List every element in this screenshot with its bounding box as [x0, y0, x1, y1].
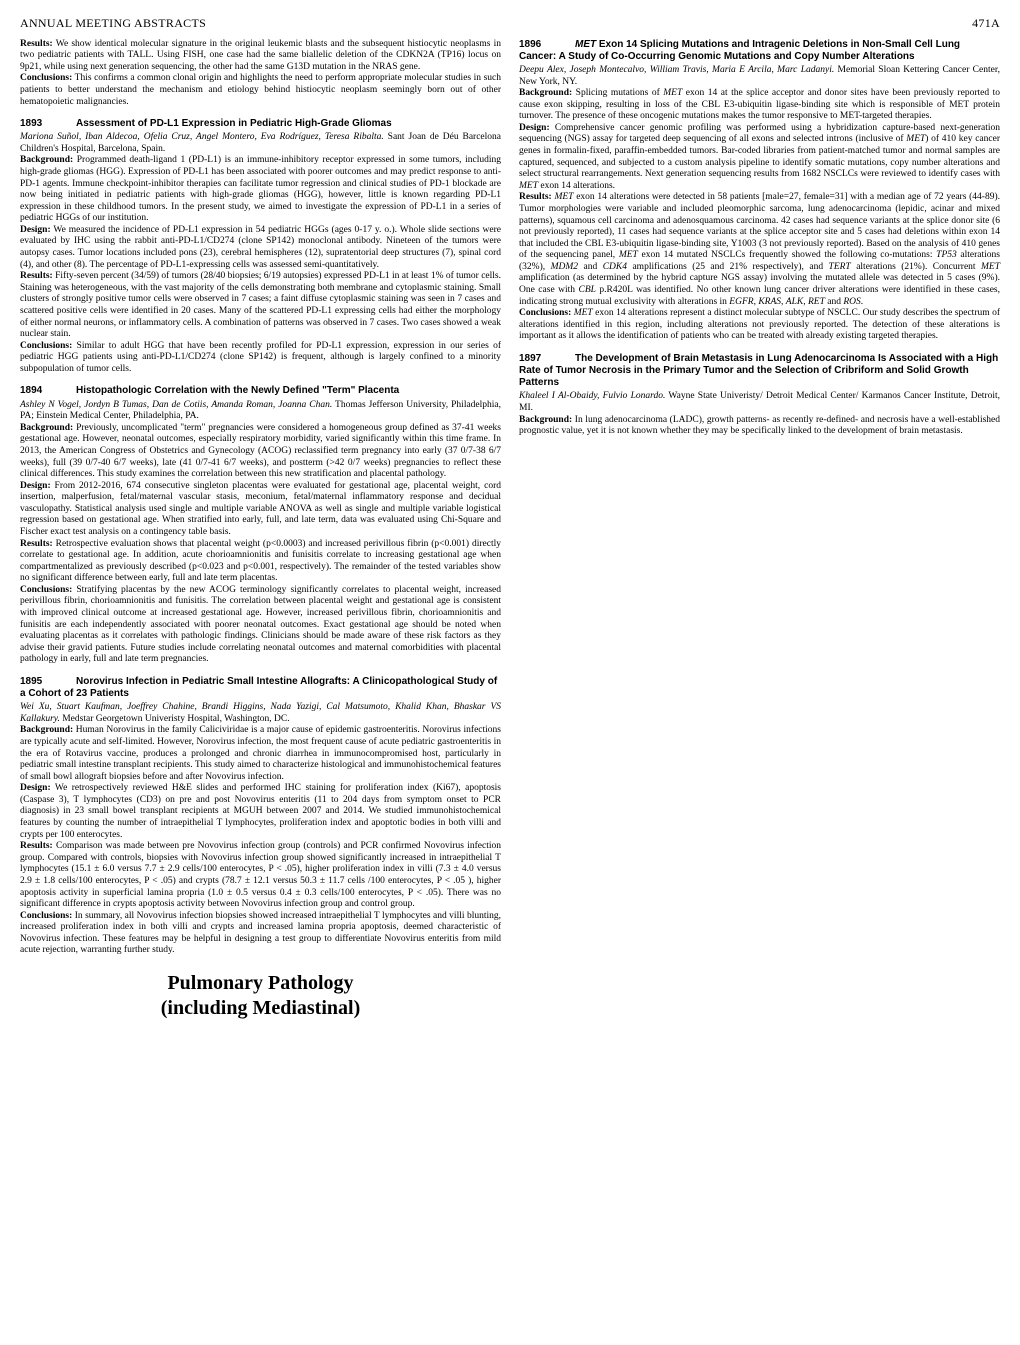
paragraph-lead: Design:: [20, 783, 51, 793]
paragraph-text: We retrospectively reviewed H&E slides a…: [20, 783, 501, 839]
abstract-authors: Deepu Alex, Joseph Montecalvo, William T…: [519, 65, 834, 75]
paragraph-text: We measured the incidence of PD-L1 expre…: [20, 225, 501, 270]
paragraph-lead: Design:: [20, 481, 51, 491]
abstract-authors-line: Deepu Alex, Joseph Montecalvo, William T…: [519, 65, 1000, 88]
abstract-paragraph: Conclusions: This confirms a common clon…: [20, 73, 501, 108]
paragraph-text: MET exon 14 alterations represent a dist…: [519, 308, 1000, 341]
paragraph-text: MET exon 14 alterations were detected in…: [519, 192, 1000, 306]
abstract-paragraph: Background: In lung adenocarcinoma (LADC…: [519, 415, 1000, 438]
abstract-title-text: MET Exon 14 Splicing Mutations and Intra…: [519, 39, 960, 62]
abstract-paragraph: Results: MET exon 14 alterations were de…: [519, 192, 1000, 308]
paragraph-text: Comparison was made between pre Novoviru…: [20, 841, 501, 909]
abstract-paragraph: Background: Programmed death-ligand 1 (P…: [20, 155, 501, 224]
paragraph-lead: Background:: [519, 88, 572, 98]
abstract-authors-line: Ashley N Vogel, Jordyn B Tumas, Dan de C…: [20, 400, 501, 423]
abstract-title: 1896MET Exon 14 Splicing Mutations and I…: [519, 39, 1000, 63]
abstract-title-text: The Development of Brain Metastasis in L…: [519, 353, 998, 388]
abstract-paragraph: Results: Comparison was made between pre…: [20, 841, 501, 910]
paragraph-text: We show identical molecular signature in…: [20, 39, 501, 72]
abstract-number: 1897: [519, 353, 575, 365]
page-header: ANNUAL MEETING ABSTRACTS 471A: [20, 16, 1000, 31]
abstract-paragraph: Design: We measured the incidence of PD-…: [20, 225, 501, 271]
section-heading: Pulmonary Pathology(including Mediastina…: [20, 971, 501, 1021]
abstract-number: 1896: [519, 39, 575, 51]
abstract: 1897The Development of Brain Metastasis …: [519, 353, 1000, 438]
abstract: 1893Assessment of PD-L1 Expression in Pe…: [20, 118, 501, 375]
abstract-number: 1894: [20, 385, 76, 397]
abstract-authors: Mariona Suñol, Iban Aldecoa, Ofelia Cruz…: [20, 132, 384, 142]
paragraph-lead: Results:: [519, 192, 552, 202]
abstract-paragraph: Conclusions: In summary, all Novovirus i…: [20, 911, 501, 957]
paragraph-lead: Results:: [20, 539, 53, 549]
abstract-authors-line: Mariona Suñol, Iban Aldecoa, Ofelia Cruz…: [20, 132, 501, 155]
header-right: 471A: [972, 16, 1000, 31]
abstract-paragraph: Conclusions: MET exon 14 alterations rep…: [519, 308, 1000, 343]
paragraph-text: Similar to adult HGG that have been rece…: [20, 341, 501, 374]
paragraph-lead: Background:: [519, 415, 572, 425]
abstract-authors: Ashley N Vogel, Jordyn B Tumas, Dan de C…: [20, 400, 332, 410]
paragraph-lead: Conclusions:: [519, 308, 571, 318]
paragraph-lead: Background:: [20, 423, 73, 433]
abstract-authors-line: Wei Xu, Stuart Kaufman, Joeffrey Chahine…: [20, 702, 501, 725]
abstract-number: 1893: [20, 118, 76, 130]
abstract: 1895Norovirus Infection in Pediatric Sma…: [20, 676, 501, 957]
paragraph-lead: Design:: [20, 225, 51, 235]
abstract-title: 1895Norovirus Infection in Pediatric Sma…: [20, 676, 501, 700]
paragraph-text: Previously, uncomplicated "term" pregnan…: [20, 423, 501, 479]
paragraph-text: In summary, all Novovirus infection biop…: [20, 911, 501, 956]
abstract-title: 1897The Development of Brain Metastasis …: [519, 353, 1000, 390]
abstract-paragraph: Background: Splicing mutations of MET ex…: [519, 88, 1000, 123]
abstract-paragraph: Results: We show identical molecular sig…: [20, 39, 501, 74]
header-left: ANNUAL MEETING ABSTRACTS: [20, 16, 206, 31]
abstract-columns: Results: We show identical molecular sig…: [20, 39, 1000, 1309]
abstract-paragraph: Background: Human Norovirus in the famil…: [20, 725, 501, 783]
abstract-paragraph: Results: Retrospective evaluation shows …: [20, 539, 501, 585]
paragraph-text: This confirms a common clonal origin and…: [20, 73, 501, 106]
paragraph-lead: Background:: [20, 155, 73, 165]
paragraph-lead: Results:: [20, 271, 53, 281]
paragraph-text: Programmed death-ligand 1 (PD-L1) is an …: [20, 155, 501, 223]
abstract: 1894Histopathologic Correlation with the…: [20, 385, 501, 665]
abstract-paragraph: Conclusions: Stratifying placentas by th…: [20, 585, 501, 666]
paragraph-text: Comprehensive cancer genomic profiling w…: [519, 123, 1000, 191]
abstract-authors: Khaleel I Al-Obaidy, Fulvio Lonardo.: [519, 391, 665, 401]
paragraph-text: Human Norovirus in the family Caliciviri…: [20, 725, 501, 781]
abstract-paragraph: Design: From 2012-2016, 674 consecutive …: [20, 481, 501, 539]
abstract-authors-line: Khaleel I Al-Obaidy, Fulvio Lonardo. Way…: [519, 391, 1000, 414]
abstract-paragraph: Conclusions: Similar to adult HGG that h…: [20, 341, 501, 376]
paragraph-text: Splicing mutations of MET exon 14 at the…: [519, 88, 1000, 121]
abstract-title-text: Assessment of PD-L1 Expression in Pediat…: [76, 118, 392, 129]
paragraph-lead: Results:: [20, 39, 53, 49]
paragraph-lead: Conclusions:: [20, 73, 72, 83]
abstract-title-text: Histopathologic Correlation with the New…: [76, 385, 399, 396]
abstract: 1896MET Exon 14 Splicing Mutations and I…: [519, 39, 1000, 343]
paragraph-lead: Conclusions:: [20, 911, 72, 921]
abstract-title: 1893Assessment of PD-L1 Expression in Pe…: [20, 118, 501, 130]
paragraph-text: Stratifying placentas by the new ACOG te…: [20, 585, 501, 664]
paragraph-text: In lung adenocarcinoma (LADC), growth pa…: [519, 415, 1000, 437]
paragraph-text: Fifty-seven percent (34/59) of tumors (2…: [20, 271, 501, 339]
abstract-title: 1894Histopathologic Correlation with the…: [20, 385, 501, 397]
abstract-title-text: Norovirus Infection in Pediatric Small I…: [20, 676, 497, 699]
abstract-paragraph: Background: Previously, uncomplicated "t…: [20, 423, 501, 481]
abstract-paragraph: Design: Comprehensive cancer genomic pro…: [519, 123, 1000, 192]
paragraph-lead: Design:: [519, 123, 550, 133]
paragraph-text: From 2012-2016, 674 consecutive singleto…: [20, 481, 501, 537]
abstract-number: 1895: [20, 676, 76, 688]
paragraph-text: Retrospective evaluation shows that plac…: [20, 539, 501, 584]
abstract: Results: We show identical molecular sig…: [20, 39, 501, 108]
abstract-affiliation: Medstar Georgetown Univeristy Hospital, …: [60, 714, 290, 724]
paragraph-lead: Results:: [20, 841, 53, 851]
abstract-paragraph: Results: Fifty-seven percent (34/59) of …: [20, 271, 501, 340]
abstract-paragraph: Design: We retrospectively reviewed H&E …: [20, 783, 501, 841]
paragraph-lead: Conclusions:: [20, 585, 72, 595]
paragraph-lead: Background:: [20, 725, 73, 735]
paragraph-lead: Conclusions:: [20, 341, 72, 351]
